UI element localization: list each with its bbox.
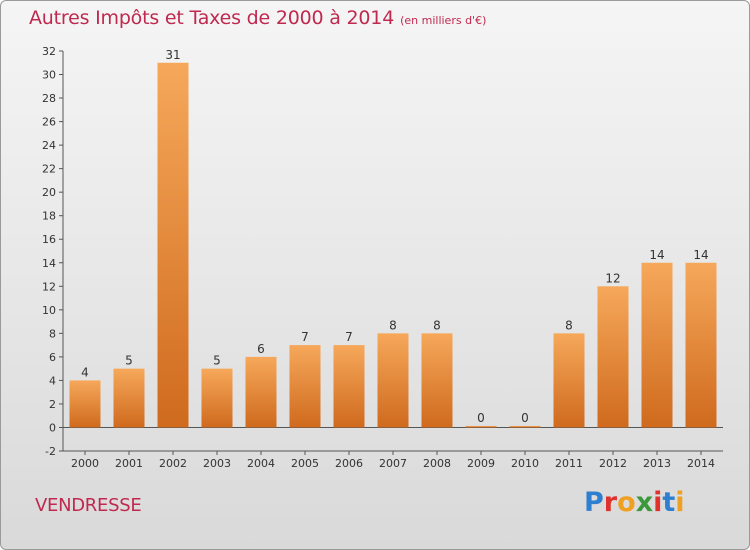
bar-2012 [597, 286, 629, 428]
y-tick-label: 22 [42, 163, 56, 176]
bar-2013 [641, 262, 673, 428]
y-tick-label: 20 [42, 186, 56, 199]
brand-letter: o [617, 487, 636, 518]
bar-2011 [553, 333, 585, 428]
value-label: 31 [165, 48, 180, 62]
brand-letter: i [653, 487, 663, 518]
y-tick-label: 26 [42, 116, 56, 129]
chart-labels: -202468101214161820222426283032420005200… [42, 45, 715, 470]
brand-letter: x [635, 487, 654, 518]
value-label: 0 [521, 411, 529, 425]
value-label: 5 [213, 354, 221, 368]
value-label: 14 [693, 248, 708, 262]
value-label: 5 [125, 354, 133, 368]
value-label: 7 [345, 330, 353, 344]
x-tick-label: 2013 [643, 457, 671, 470]
y-tick-label: 18 [42, 210, 56, 223]
value-label: 7 [301, 330, 309, 344]
x-tick-label: 2004 [247, 457, 275, 470]
chart-bars [69, 62, 717, 428]
x-tick-label: 2010 [511, 457, 539, 470]
chart-title: Autres Impôts et Taxes de 2000 à 2014 (en… [29, 7, 486, 29]
title-text: Autres Impôts et Taxes de 2000 à 2014 [29, 7, 395, 29]
brand-letter: i [675, 487, 685, 518]
x-tick-label: 2006 [335, 457, 363, 470]
y-tick-label: 28 [42, 92, 56, 105]
brand-letter: P [584, 487, 604, 518]
value-label: 8 [433, 318, 441, 332]
value-label: 0 [477, 411, 485, 425]
bar-2006 [333, 345, 365, 428]
x-tick-label: 2009 [467, 457, 495, 470]
y-tick-label: 12 [42, 280, 56, 293]
x-tick-label: 2000 [71, 457, 99, 470]
bar-2010 [509, 425, 541, 428]
y-tick-label: 6 [49, 351, 56, 364]
bar-2001 [113, 368, 145, 428]
bar-2005 [289, 345, 321, 428]
x-tick-label: 2007 [379, 457, 407, 470]
y-tick-label: -2 [45, 445, 56, 458]
y-tick-label: 24 [42, 139, 56, 152]
value-label: 8 [389, 318, 397, 332]
x-tick-label: 2001 [115, 457, 143, 470]
value-label: 6 [257, 342, 265, 356]
y-tick-label: 8 [49, 327, 56, 340]
y-tick-label: 32 [42, 45, 56, 58]
bar-2007 [377, 333, 409, 428]
y-tick-label: 0 [49, 421, 56, 434]
x-tick-label: 2011 [555, 457, 583, 470]
x-tick-label: 2008 [423, 457, 451, 470]
proxiti-logo: Proxiti [584, 487, 685, 518]
bar-2002 [157, 62, 189, 428]
value-label: 14 [649, 248, 664, 262]
x-tick-label: 2014 [687, 457, 715, 470]
x-tick-label: 2005 [291, 457, 319, 470]
y-tick-label: 14 [42, 257, 56, 270]
brand-letter: t [662, 487, 676, 518]
x-tick-label: 2012 [599, 457, 627, 470]
y-tick-label: 4 [49, 374, 56, 387]
y-tick-label: 16 [42, 233, 56, 246]
brand-letter: r [603, 487, 618, 518]
title-unit: (en milliers d'€) [400, 14, 487, 27]
bar-2004 [245, 356, 277, 428]
bar-2014 [685, 262, 717, 428]
y-tick-label: 2 [49, 398, 56, 411]
bar-2003 [201, 368, 233, 428]
x-tick-label: 2003 [203, 457, 231, 470]
bar-2008 [421, 333, 453, 428]
value-label: 8 [565, 318, 573, 332]
y-tick-label: 10 [42, 304, 56, 317]
commune-name: VENDRESSE [35, 495, 142, 516]
bar-2000 [69, 380, 101, 428]
value-label: 12 [605, 271, 620, 285]
x-tick-label: 2002 [159, 457, 187, 470]
y-tick-label: 30 [42, 69, 56, 82]
bar-2009 [465, 425, 497, 428]
value-label: 4 [81, 365, 89, 379]
